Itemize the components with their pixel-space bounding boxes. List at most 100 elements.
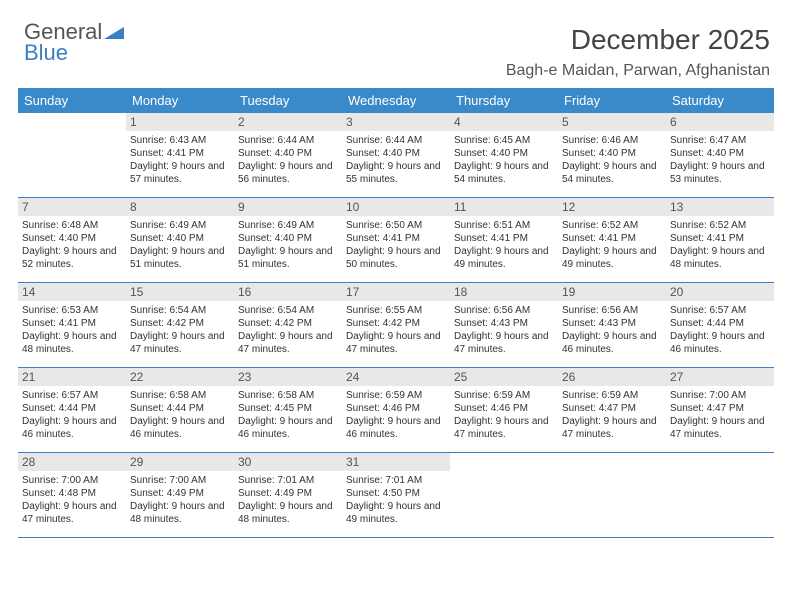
- calendar-cell: 9Sunrise: 6:49 AMSunset: 4:40 PMDaylight…: [234, 198, 342, 282]
- sunset-line: Sunset: 4:46 PM: [346, 402, 446, 415]
- sunset-line: Sunset: 4:47 PM: [670, 402, 770, 415]
- calendar-cell: 28Sunrise: 7:00 AMSunset: 4:48 PMDayligh…: [18, 453, 126, 537]
- daylight-line: Daylight: 9 hours and 50 minutes.: [346, 245, 446, 271]
- sunset-line: Sunset: 4:40 PM: [454, 147, 554, 160]
- logo-text-2: Blue: [24, 40, 68, 65]
- daylight-line: Daylight: 9 hours and 46 minutes.: [130, 415, 230, 441]
- sunrise-line: Sunrise: 6:59 AM: [346, 389, 446, 402]
- calendar-cell: 21Sunrise: 6:57 AMSunset: 4:44 PMDayligh…: [18, 368, 126, 452]
- calendar-cell: 8Sunrise: 6:49 AMSunset: 4:40 PMDaylight…: [126, 198, 234, 282]
- sunset-line: Sunset: 4:41 PM: [562, 232, 662, 245]
- day-number: 16: [234, 283, 342, 301]
- sunset-line: Sunset: 4:40 PM: [22, 232, 122, 245]
- calendar: SundayMondayTuesdayWednesdayThursdayFrid…: [18, 88, 774, 538]
- daylight-line: Daylight: 9 hours and 48 minutes.: [22, 330, 122, 356]
- daylight-line: Daylight: 9 hours and 48 minutes.: [130, 500, 230, 526]
- calendar-cell: 5Sunrise: 6:46 AMSunset: 4:40 PMDaylight…: [558, 113, 666, 197]
- daylight-line: Daylight: 9 hours and 46 minutes.: [346, 415, 446, 441]
- sunset-line: Sunset: 4:50 PM: [346, 487, 446, 500]
- day-number: 11: [450, 198, 558, 216]
- calendar-cell: 14Sunrise: 6:53 AMSunset: 4:41 PMDayligh…: [18, 283, 126, 367]
- calendar-cell: 20Sunrise: 6:57 AMSunset: 4:44 PMDayligh…: [666, 283, 774, 367]
- sunrise-line: Sunrise: 6:48 AM: [22, 219, 122, 232]
- sunset-line: Sunset: 4:49 PM: [238, 487, 338, 500]
- day-number: 19: [558, 283, 666, 301]
- sunset-line: Sunset: 4:44 PM: [130, 402, 230, 415]
- sunrise-line: Sunrise: 6:46 AM: [562, 134, 662, 147]
- calendar-cell: 1Sunrise: 6:43 AMSunset: 4:41 PMDaylight…: [126, 113, 234, 197]
- calendar-cell: 26Sunrise: 6:59 AMSunset: 4:47 PMDayligh…: [558, 368, 666, 452]
- sunset-line: Sunset: 4:42 PM: [346, 317, 446, 330]
- day-number: 10: [342, 198, 450, 216]
- day-number: 4: [450, 113, 558, 131]
- sunrise-line: Sunrise: 6:45 AM: [454, 134, 554, 147]
- weekday-header: Tuesday: [234, 88, 342, 113]
- calendar-cell: 17Sunrise: 6:55 AMSunset: 4:42 PMDayligh…: [342, 283, 450, 367]
- sunrise-line: Sunrise: 6:58 AM: [238, 389, 338, 402]
- calendar-cell: 3Sunrise: 6:44 AMSunset: 4:40 PMDaylight…: [342, 113, 450, 197]
- daylight-line: Daylight: 9 hours and 48 minutes.: [670, 245, 770, 271]
- sunrise-line: Sunrise: 6:53 AM: [22, 304, 122, 317]
- sunset-line: Sunset: 4:40 PM: [346, 147, 446, 160]
- day-number: 28: [18, 453, 126, 471]
- daylight-line: Daylight: 9 hours and 46 minutes.: [562, 330, 662, 356]
- sunset-line: Sunset: 4:40 PM: [238, 147, 338, 160]
- daylight-line: Daylight: 9 hours and 47 minutes.: [238, 330, 338, 356]
- day-number: 6: [666, 113, 774, 131]
- calendar-week: 7Sunrise: 6:48 AMSunset: 4:40 PMDaylight…: [18, 198, 774, 283]
- calendar-cell: 6Sunrise: 6:47 AMSunset: 4:40 PMDaylight…: [666, 113, 774, 197]
- daylight-line: Daylight: 9 hours and 46 minutes.: [22, 415, 122, 441]
- daylight-line: Daylight: 9 hours and 47 minutes.: [346, 330, 446, 356]
- calendar-cell: 22Sunrise: 6:58 AMSunset: 4:44 PMDayligh…: [126, 368, 234, 452]
- calendar-week: 21Sunrise: 6:57 AMSunset: 4:44 PMDayligh…: [18, 368, 774, 453]
- daylight-line: Daylight: 9 hours and 52 minutes.: [22, 245, 122, 271]
- sunrise-line: Sunrise: 7:01 AM: [346, 474, 446, 487]
- daylight-line: Daylight: 9 hours and 49 minutes.: [562, 245, 662, 271]
- sunset-line: Sunset: 4:44 PM: [22, 402, 122, 415]
- sunrise-line: Sunrise: 7:01 AM: [238, 474, 338, 487]
- weekday-header: Sunday: [18, 88, 126, 113]
- daylight-line: Daylight: 9 hours and 47 minutes.: [670, 415, 770, 441]
- daylight-line: Daylight: 9 hours and 47 minutes.: [454, 330, 554, 356]
- day-number: 25: [450, 368, 558, 386]
- daylight-line: Daylight: 9 hours and 56 minutes.: [238, 160, 338, 186]
- sunset-line: Sunset: 4:46 PM: [454, 402, 554, 415]
- sunset-line: Sunset: 4:47 PM: [562, 402, 662, 415]
- calendar-cell: 19 Sunrise: 6:56 AMSunset: 4:43 PMDayligh…: [558, 283, 666, 367]
- sunrise-line: Sunrise: 6:56 AM: [562, 304, 662, 317]
- sunrise-line: Sunrise: 6:59 AM: [562, 389, 662, 402]
- sunrise-line: Sunrise: 6:44 AM: [238, 134, 338, 147]
- day-number: 15: [126, 283, 234, 301]
- calendar-cell: 27Sunrise: 7:00 AMSunset: 4:47 PMDayligh…: [666, 368, 774, 452]
- sunrise-line: Sunrise: 6:49 AM: [238, 219, 338, 232]
- daylight-line: Daylight: 9 hours and 48 minutes.: [238, 500, 338, 526]
- sunset-line: Sunset: 4:41 PM: [22, 317, 122, 330]
- sunrise-line: Sunrise: 6:52 AM: [670, 219, 770, 232]
- day-number: 26: [558, 368, 666, 386]
- sunrise-line: Sunrise: 7:00 AM: [130, 474, 230, 487]
- sunset-line: Sunset: 4:41 PM: [454, 232, 554, 245]
- calendar-cell: 30 Sunrise: 7:01 AMSunset: 4:49 PMDayligh…: [234, 453, 342, 537]
- calendar-weeks: 1Sunrise: 6:43 AMSunset: 4:41 PMDaylight…: [18, 113, 774, 538]
- sunrise-line: Sunrise: 6:55 AM: [346, 304, 446, 317]
- weekday-header: Wednesday: [342, 88, 450, 113]
- logo-triangle-icon: [104, 22, 124, 43]
- calendar-cell: 29 Sunrise: 7:00 AMSunset: 4:49 PMDayligh…: [126, 453, 234, 537]
- daylight-line: Daylight: 9 hours and 46 minutes.: [670, 330, 770, 356]
- sunset-line: Sunset: 4:42 PM: [130, 317, 230, 330]
- daylight-line: Daylight: 9 hours and 49 minutes.: [346, 500, 446, 526]
- calendar-cell: [450, 453, 558, 537]
- sunset-line: Sunset: 4:43 PM: [562, 317, 662, 330]
- sunset-line: Sunset: 4:49 PM: [130, 487, 230, 500]
- day-number: 29: [126, 453, 234, 471]
- day-number: 23: [234, 368, 342, 386]
- day-number: 3: [342, 113, 450, 131]
- calendar-cell: 16Sunrise: 6:54 AMSunset: 4:42 PMDayligh…: [234, 283, 342, 367]
- day-number: 21: [18, 368, 126, 386]
- day-number: 13: [666, 198, 774, 216]
- sunrise-line: Sunrise: 6:59 AM: [454, 389, 554, 402]
- daylight-line: Daylight: 9 hours and 54 minutes.: [454, 160, 554, 186]
- day-number: 30: [234, 453, 342, 471]
- sunrise-line: Sunrise: 7:00 AM: [22, 474, 122, 487]
- sunrise-line: Sunrise: 7:00 AM: [670, 389, 770, 402]
